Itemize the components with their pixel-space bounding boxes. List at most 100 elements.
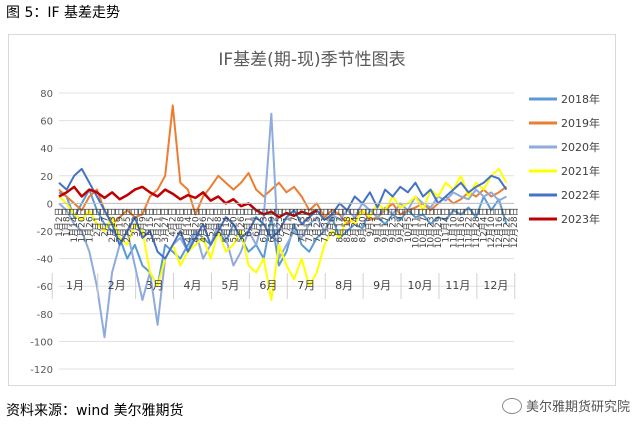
date-tick-label: 10月11日: [410, 207, 421, 248]
date-tick-label: 5月26日: [236, 207, 247, 242]
date-tick-label: 3月27日: [160, 207, 171, 242]
y-tick-label: -40: [37, 255, 53, 266]
legend-label: 2019年: [561, 116, 600, 130]
date-tick-label: 4月26日: [198, 207, 209, 242]
date-tick-label: 1月8日: [62, 207, 73, 236]
date-tick-label: 7月19日: [304, 207, 315, 242]
date-tick-label: 7月31日: [319, 207, 330, 242]
date-tick-label: 12月16日: [494, 207, 505, 248]
chart-svg: IF基差(期-现)季节性图表 -120 -100 -80 -60 -40 -20 0 20 40 6…: [30, 50, 600, 376]
y-tick-label: 60: [40, 117, 53, 128]
date-tick-label: 2月1日: [92, 207, 103, 236]
date-tick-label: 7月13日: [297, 207, 308, 242]
date-tick-label: 4月20日: [191, 207, 202, 242]
date-tick-label: 2月19日: [115, 207, 126, 242]
date-tick-label: 3月21日: [153, 207, 164, 242]
date-tick-label: 12月22日: [501, 207, 512, 248]
date-tick-label: 10月23日: [426, 207, 437, 248]
date-tick-label: 1月14日: [69, 207, 80, 242]
date-tick-label: 6月19日: [266, 207, 277, 242]
month-label: 7月: [297, 279, 315, 292]
date-tick-label: 2月13日: [107, 207, 118, 242]
date-tick-label: 9月17日: [380, 207, 391, 242]
date-tick-label: 8月6日: [327, 207, 338, 236]
series-line: [58, 104, 508, 226]
legend-label: 2021年: [561, 164, 600, 178]
legend-label: 2022年: [561, 188, 600, 202]
chart-frame: IF基差(期-现)季节性图表 -120 -100 -80 -60 -40 -20 0 20 40 6…: [8, 34, 616, 386]
date-tick-label: 8月12日: [335, 207, 346, 242]
y-tick-label: 20: [40, 172, 53, 183]
date-tick-label: 9月5日: [365, 207, 376, 236]
date-tick-label: 9月23日: [388, 207, 399, 242]
date-tick-label: 3月15日: [145, 207, 156, 242]
date-tick-label: 7月1日: [282, 207, 293, 236]
series-line: [58, 185, 318, 219]
date-tick-label: 6月1日: [244, 207, 255, 236]
month-label: 8月: [335, 279, 353, 292]
date-tick-label: 5月14日: [221, 207, 232, 242]
series-line: [58, 188, 508, 288]
date-tick-label: 10月5日: [403, 207, 414, 242]
date-tick-label: 6月13日: [259, 207, 270, 242]
date-tick-label: 9月11日: [373, 207, 384, 242]
date-tick-label: 12月10日: [486, 207, 497, 248]
date-tick-label: 11月22日: [464, 207, 475, 248]
date-tick-label: 1月20日: [77, 207, 88, 242]
date-tick-label: 9月29日: [395, 207, 406, 242]
month-label: 12月: [483, 279, 508, 292]
month-label: 1月: [66, 279, 84, 292]
date-tick-label: 11月28日: [471, 207, 482, 248]
month-label: 10月: [408, 279, 433, 292]
date-tick-label: 8月18日: [342, 207, 353, 242]
date-tick-label: 11月10日: [448, 207, 459, 248]
chart-title: IF基差(期-现)季节性图表: [218, 50, 405, 70]
source-note: 资料来源：wind 美尔雅期货: [6, 403, 184, 419]
date-tick-label: 10月17日: [418, 207, 429, 248]
figure-caption: 图 5：IF 基差走势: [6, 5, 120, 21]
date-tick-label: 7月7日: [289, 207, 300, 236]
series-line: [58, 167, 508, 260]
month-label: 6月: [259, 279, 277, 292]
date-tick-label: 5月2日: [206, 207, 217, 236]
month-label: 4月: [184, 279, 202, 292]
date-tick-label: 1月2日: [54, 207, 65, 236]
month-label: 3月: [146, 279, 164, 292]
legend-label: 2023年: [561, 212, 600, 226]
date-tick-label: 4月8日: [175, 207, 186, 236]
y-tick-label: -80: [37, 310, 53, 321]
date-tick-label: 10月29日: [433, 207, 444, 248]
month-label: 9月: [373, 279, 391, 292]
date-tick-label: 3月3日: [130, 207, 141, 236]
date-tick-label: 7月25日: [312, 207, 323, 242]
month-label: 2月: [108, 279, 126, 292]
date-tick-label: 5月8日: [213, 207, 224, 236]
month-label: 11月: [445, 279, 470, 292]
legend-label: 2020年: [561, 140, 600, 154]
y-tick-label: 0: [47, 199, 53, 210]
y-tick-label: -120: [30, 365, 53, 376]
date-tick-label: 11月4日: [441, 207, 452, 242]
date-tick-label: 5月20日: [228, 207, 239, 242]
date-tick-label: 4月14日: [183, 207, 194, 242]
y-tick-label: 40: [40, 144, 53, 155]
legend-label: 2018年: [561, 92, 600, 106]
date-tick-label: 3月9日: [137, 207, 148, 236]
watermark: 美尔雅期货研究院: [501, 396, 630, 415]
date-tick-label: 8月24日: [350, 207, 361, 242]
date-tick-label: 8月30日: [357, 207, 368, 242]
date-tick-label: 11月16日: [456, 207, 467, 248]
date-tick-label: 1月26日: [84, 207, 95, 242]
wechat-icon: [501, 397, 522, 414]
date-tick-label: 2月25日: [122, 207, 133, 242]
date-tick-label: 2月7日: [100, 207, 111, 236]
y-tick-label: -60: [37, 282, 53, 293]
month-label: 5月: [221, 279, 239, 292]
y-tick-label: -100: [30, 337, 53, 348]
date-tick-label: 12月4日: [479, 207, 490, 242]
date-tick-label: 6月25日: [274, 207, 285, 242]
series-line: [58, 112, 507, 339]
y-tick-label: 80: [40, 89, 53, 100]
date-tick-label: 6月7日: [251, 207, 262, 236]
